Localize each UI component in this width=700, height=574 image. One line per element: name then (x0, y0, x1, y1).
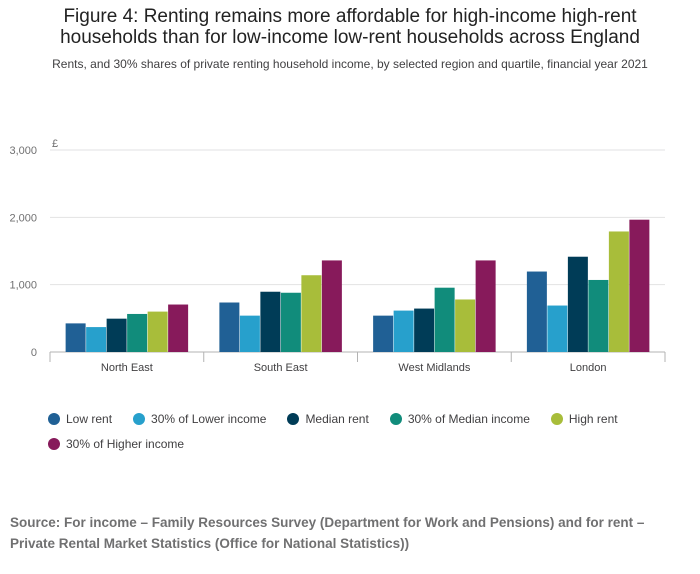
bar[interactable] (301, 275, 322, 352)
bar[interactable] (106, 318, 127, 352)
bar[interactable] (219, 302, 240, 352)
legend-label: 30% of Median income (407, 411, 530, 426)
bar[interactable] (629, 219, 650, 352)
chart-subtitle: Rents, and 30% shares of private renting… (52, 57, 648, 71)
bar[interactable] (434, 287, 455, 352)
x-tick-label: North East (101, 362, 153, 374)
legend-item[interactable]: 30% of Lower income (133, 406, 266, 431)
x-tick-label: West Midlands (398, 362, 470, 374)
legend-item[interactable]: Low rent (48, 406, 112, 431)
legend-label: Low rent (66, 411, 113, 426)
legend-item[interactable]: 30% of Higher income (48, 431, 184, 456)
legend-swatch-icon (550, 412, 563, 425)
bar[interactable] (260, 291, 281, 352)
bar[interactable] (547, 305, 568, 352)
legend-label: 30% of Higher income (66, 436, 185, 451)
bar[interactable] (86, 327, 107, 352)
y-tick-label: 2,000 (9, 212, 37, 224)
bar[interactable] (588, 279, 609, 352)
legend-swatch-icon (48, 412, 60, 425)
bar[interactable] (280, 292, 301, 352)
legend-swatch-icon (48, 437, 60, 450)
source-line-1: Source: For income – Family Resources Su… (10, 515, 645, 530)
bar[interactable] (127, 313, 148, 352)
bar[interactable] (393, 310, 414, 352)
bar[interactable] (567, 256, 588, 352)
chart-legend: Low rent 30% of Lower income Median rent 30… (48, 406, 688, 456)
bar[interactable] (608, 231, 629, 352)
bar[interactable] (414, 308, 435, 352)
chart-title: Figure 4: Renting remains more affordabl… (0, 6, 700, 48)
bar[interactable] (239, 315, 260, 352)
bar[interactable] (373, 315, 394, 352)
bar-chart: £0 1,000 2,000 3,000 North East South East Wes… (9, 138, 666, 374)
legend-swatch-icon (133, 412, 146, 425)
y-axis-unit-label: £ (52, 138, 58, 150)
y-tick-label: 0 (31, 347, 37, 359)
bar[interactable] (168, 304, 189, 352)
bar[interactable] (526, 271, 547, 352)
bar[interactable] (321, 260, 342, 352)
legend-swatch-icon (389, 412, 402, 425)
legend-swatch-icon (287, 412, 300, 425)
legend-item[interactable]: Median rent (287, 406, 369, 431)
bar[interactable] (475, 260, 496, 352)
source-line-2: Private Rental Market Statistics (Office… (10, 536, 410, 551)
legend-item[interactable]: 30% of Median income (389, 406, 530, 431)
source-note: Source: For income – Family Resources Su… (10, 512, 695, 554)
bar[interactable] (455, 299, 476, 352)
legend-label: Median rent (305, 411, 369, 426)
chart-title-line-2: households than for low-income low-rent … (60, 27, 640, 48)
x-tick-label: London (570, 362, 607, 374)
legend-item[interactable]: High rent (550, 406, 618, 431)
y-tick-label: 3,000 (9, 145, 37, 157)
bar[interactable] (65, 323, 86, 352)
chart-title-line-1: Figure 4: Renting remains more affordabl… (63, 6, 637, 27)
x-tick-label: South East (254, 362, 308, 374)
legend-label: High rent (568, 411, 618, 426)
y-tick-label: 1,000 (9, 280, 37, 292)
bar[interactable] (147, 311, 168, 352)
legend-label: 30% of Lower income (151, 411, 267, 426)
